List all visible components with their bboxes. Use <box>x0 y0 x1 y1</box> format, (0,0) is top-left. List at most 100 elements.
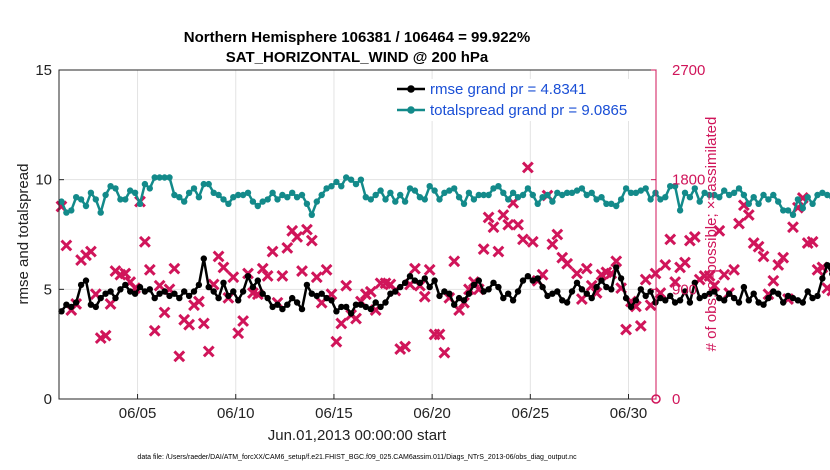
spread-point <box>235 191 242 199</box>
rmse-point <box>254 277 261 284</box>
spread-point <box>264 196 271 203</box>
obs-assimilated-marker <box>266 245 279 258</box>
obs-assimilated-marker <box>669 276 682 288</box>
obs-assimilated-marker <box>119 267 132 280</box>
spread-point <box>73 194 80 201</box>
rmse-point <box>686 299 694 306</box>
x-tick-label: 06/25 <box>512 405 550 422</box>
rmse-point <box>490 279 497 286</box>
spread-point <box>210 189 217 196</box>
spread-point <box>617 196 625 203</box>
rmse-point <box>780 299 787 306</box>
spread-point <box>794 196 802 203</box>
rmse-point <box>696 294 703 302</box>
spread-point <box>819 189 826 196</box>
rmse-point <box>505 290 512 297</box>
spread-point <box>401 198 409 205</box>
series-layer <box>58 174 830 317</box>
spread-point <box>107 183 114 190</box>
rmse-point <box>161 288 168 295</box>
rmse-point <box>495 283 502 291</box>
obs-assimilated-marker <box>453 304 466 316</box>
spread-point <box>809 200 816 207</box>
rmse-point <box>195 281 203 289</box>
obs-assimilated-marker <box>713 224 726 237</box>
obs-assimilated-marker <box>217 261 230 274</box>
legend-label-spread: totalspread grand pr = 9.0865 <box>430 102 627 119</box>
obs-assimilated-marker <box>301 223 313 236</box>
rmse-point <box>613 264 620 271</box>
obs-assimilated-marker <box>60 239 73 252</box>
rmse-point <box>657 294 664 302</box>
spread-point <box>249 198 257 205</box>
rmse-point <box>333 308 340 315</box>
obs-assimilated-marker <box>143 263 156 276</box>
rmse-point <box>347 310 355 317</box>
rmse-point <box>726 290 733 297</box>
spread-point <box>171 191 178 199</box>
rmse-point <box>539 283 546 291</box>
obs-assimilated-marker <box>104 298 117 310</box>
obs-assimilated-marker <box>728 263 740 276</box>
spread-point <box>451 185 458 192</box>
rmse-point <box>755 299 762 306</box>
spread-point <box>613 202 620 210</box>
rmse-point <box>804 288 811 295</box>
obs-assimilated-marker <box>767 274 780 287</box>
spread-point <box>92 196 100 203</box>
obs-assimilated-marker <box>512 218 524 231</box>
rmse-point <box>451 301 458 308</box>
legend-box <box>394 79 654 121</box>
spread-point <box>784 207 792 214</box>
rmse-point <box>671 299 679 306</box>
obs-assimilated-marker <box>718 268 731 281</box>
spread-point <box>181 198 188 205</box>
spread-point <box>485 191 492 199</box>
spread-point <box>608 200 615 207</box>
rmse-point <box>706 290 713 297</box>
spread-point <box>470 196 478 203</box>
rmse-point <box>259 290 266 297</box>
rmse-point <box>534 275 541 282</box>
rmse-point <box>362 303 369 311</box>
obs-assimilated-marker <box>281 241 294 254</box>
rmse-point <box>524 273 532 280</box>
obs-assimilated-marker <box>276 270 289 282</box>
rmse-point <box>421 275 428 282</box>
spread-point <box>239 191 247 199</box>
rmse-point <box>588 294 595 302</box>
spread-point <box>529 191 536 199</box>
spread-point <box>755 200 762 207</box>
rmse-point <box>446 290 453 297</box>
y-tick-label: 15 <box>35 62 52 79</box>
obs-assimilated-marker <box>654 287 667 299</box>
spread-point <box>333 178 340 186</box>
obs-assimilated-marker <box>330 335 343 348</box>
rmse-point <box>701 292 708 300</box>
rmse-point <box>77 281 85 289</box>
spread-point <box>593 196 600 203</box>
spread-point <box>136 200 144 207</box>
obs-assimilated-marker <box>575 293 588 306</box>
spread-point <box>490 185 497 192</box>
spread-point <box>598 194 605 201</box>
x-axis-label: Jun.01,2013 00:00:00 start <box>268 427 447 444</box>
rmse-point <box>583 290 590 297</box>
rmse-point <box>200 255 207 262</box>
spread-point <box>367 196 374 203</box>
spread-point <box>77 196 85 203</box>
rmse-point <box>323 294 330 302</box>
obs-assimilated-marker <box>99 329 112 342</box>
spread-point <box>215 191 222 199</box>
x-tick-label: 06/10 <box>217 405 255 422</box>
rmse-point <box>372 299 379 306</box>
rmse-point <box>58 308 65 315</box>
rmse-point <box>377 303 384 311</box>
obs-assimilated-marker <box>811 263 824 276</box>
obs-assimilated-marker <box>359 288 372 301</box>
obs-assimilated-marker <box>551 228 564 241</box>
spread-point <box>495 183 502 190</box>
rmse-point <box>745 297 752 304</box>
obs-assimilated-marker <box>497 209 510 221</box>
obs-assimilated-marker <box>772 259 785 271</box>
